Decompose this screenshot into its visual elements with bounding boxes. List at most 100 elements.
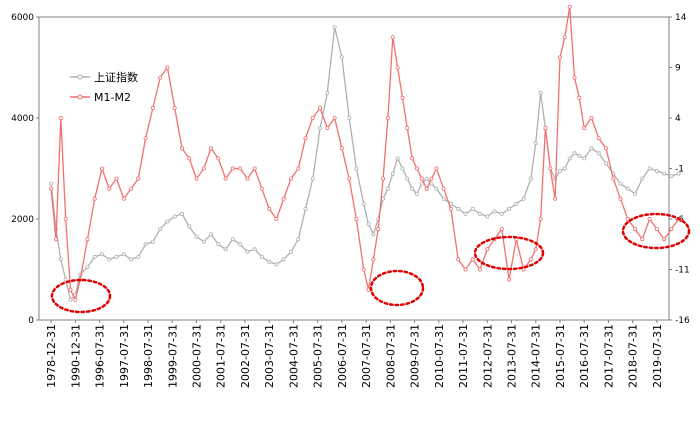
x-tick-label: 1990-12-31 (69, 324, 82, 388)
series-point-0 (179, 211, 184, 216)
series-point-0 (521, 196, 526, 201)
series-point-0 (633, 191, 638, 196)
series-point-1 (288, 176, 293, 181)
series-point-0 (281, 257, 286, 262)
series-point-1 (414, 166, 419, 171)
left-tick-label: 0 (28, 316, 34, 326)
series-point-1 (68, 287, 73, 292)
series-point-0 (318, 126, 323, 131)
series-point-0 (187, 224, 192, 229)
series-point-0 (303, 206, 308, 211)
series-point-1 (208, 146, 213, 151)
series-point-0 (143, 242, 148, 247)
series-point-0 (238, 242, 243, 247)
series-point-1 (179, 146, 184, 151)
x-tick-label: 2006-07-31 (336, 324, 349, 388)
series-point-1 (662, 237, 667, 242)
series-point-0 (507, 206, 512, 211)
series-point-1 (521, 267, 526, 272)
series-point-1 (448, 206, 453, 211)
series-point-0 (68, 297, 73, 302)
series-point-0 (371, 232, 376, 237)
right-tick-label: 9 (675, 64, 681, 74)
series-point-0 (49, 181, 54, 186)
x-tick-label: 2005-07-31 (312, 324, 325, 388)
series-point-1 (456, 257, 461, 262)
series-point-0 (85, 264, 90, 269)
series-point-0 (441, 196, 446, 201)
series-point-1 (318, 105, 323, 110)
series-point-0 (201, 239, 206, 244)
right-tick-label: -1 (675, 165, 684, 175)
legend: 上证指数 M1-M2 (70, 70, 138, 104)
series-point-1 (507, 277, 512, 282)
series-point-1 (366, 287, 371, 292)
series-point-1 (49, 186, 54, 191)
annotation-ellipse (621, 212, 691, 250)
series-point-0 (604, 161, 609, 166)
x-tick-label: 2001-07-31 (215, 324, 228, 388)
x-tick-label: 2017-07-31 (602, 324, 615, 388)
series-point-0 (107, 257, 112, 262)
series-point-0 (245, 249, 250, 254)
annotation-ellipse (369, 269, 425, 307)
series-point-1 (54, 237, 59, 242)
x-tick-label: 2007-07-31 (360, 324, 373, 388)
series-point-0 (662, 171, 667, 176)
series-point-1 (73, 297, 78, 302)
series-point-0 (172, 214, 177, 219)
series-point-1 (385, 116, 390, 121)
series-layer (49, 4, 681, 302)
series-point-0 (332, 25, 337, 30)
series-point-1 (499, 227, 504, 232)
series-point-0 (150, 239, 155, 244)
series-point-0 (589, 146, 594, 151)
series-point-1 (625, 216, 630, 221)
left-tick-label: 2000 (11, 215, 34, 225)
series-point-0 (194, 234, 199, 239)
series-point-1 (410, 156, 415, 161)
series-point-0 (339, 55, 344, 60)
series-point-1 (429, 176, 434, 181)
series-point-1 (238, 166, 243, 171)
series-point-1 (92, 196, 97, 201)
right-tick-label: 14 (675, 13, 687, 23)
legend-marker-m1m2 (77, 94, 83, 100)
series-point-0 (410, 186, 415, 191)
x-tick-label: 2018-07-31 (627, 324, 640, 388)
series-point-0 (562, 166, 567, 171)
series-point-0 (288, 249, 293, 254)
series-point-0 (252, 247, 257, 252)
series-point-1 (58, 116, 63, 121)
series-point-1 (553, 196, 558, 201)
annotation-ellipse (473, 235, 545, 271)
series-point-0 (669, 174, 674, 179)
x-tick-label: 2010-07-31 (433, 324, 446, 388)
series-point-1 (381, 176, 386, 181)
series-point-1 (332, 116, 337, 121)
series-point-1 (230, 166, 235, 171)
series-point-1 (543, 126, 548, 131)
legend-marker-shangzheng (77, 74, 83, 80)
series-point-0 (354, 166, 359, 171)
series-point-0 (640, 176, 645, 181)
x-tick-label: 2019-07-31 (651, 324, 664, 388)
series-point-1 (187, 156, 192, 161)
annotations (50, 212, 691, 314)
series-point-0 (492, 209, 497, 214)
x-tick-label: 2008-07-31 (384, 324, 397, 388)
series-point-1 (281, 196, 286, 201)
series-point-1 (100, 166, 105, 171)
series-point-1 (107, 186, 112, 191)
series-point-1 (371, 257, 376, 262)
series-point-1 (390, 35, 395, 40)
series-point-1 (424, 186, 429, 191)
series-point-0 (538, 90, 543, 95)
x-tick-label: 2004-07-31 (287, 324, 300, 388)
series-point-1 (296, 166, 301, 171)
series-point-1 (604, 146, 609, 151)
series-point-1 (669, 227, 674, 232)
x-tick-label: 2015-07-31 (554, 324, 567, 388)
series-point-1 (567, 4, 572, 9)
series-point-1 (143, 136, 148, 141)
